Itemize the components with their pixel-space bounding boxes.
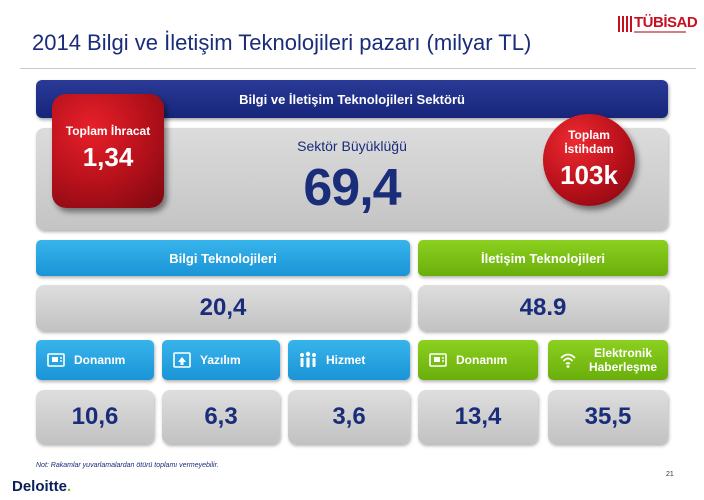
sub-header-comm-hardware: Donanım	[418, 340, 538, 380]
deloitte-logo: Deloitte.	[12, 478, 71, 495]
footnote: Not: Rakamlar yuvarlamalardan ötürü topl…	[36, 462, 219, 469]
sub-value-comm-hardware: 13,4	[418, 390, 538, 444]
software-icon	[172, 350, 192, 370]
total-employment-label: Toplam İstihdam	[564, 128, 614, 156]
hardware-icon	[428, 350, 448, 370]
it-category-header: Bilgi Teknolojileri	[36, 240, 410, 276]
wifi-icon	[558, 350, 578, 370]
hardware-icon	[46, 350, 66, 370]
tubisad-logo-text: TÜBİSAD	[634, 14, 698, 31]
sector-size-label: Sektör Büyüklüğü	[297, 138, 407, 154]
total-export-value: 1,34	[82, 142, 134, 172]
tubisad-logo-icon	[618, 16, 632, 32]
sub-header-it-software: Yazılım	[162, 340, 280, 380]
deloitte-logo-dot: .	[67, 478, 72, 495]
total-employment-value: 103k	[560, 160, 618, 190]
deloitte-logo-text: Deloitte	[12, 478, 68, 495]
page-number: 21	[666, 471, 674, 478]
sub-header-label: Hizmet	[326, 353, 366, 367]
sector-size-value: 69,4	[303, 159, 401, 217]
sub-header-label: Yazılım	[200, 353, 241, 367]
sub-value-it-software: 6,3	[162, 390, 280, 444]
sub-header-comm-electronic: Elektronik Haberleşme	[548, 340, 668, 380]
total-employment-circle: Toplam İstihdam 103k	[543, 114, 635, 206]
sub-header-it-hardware: Donanım	[36, 340, 154, 380]
it-category-value: 20,4	[36, 285, 410, 331]
sub-header-label: Elektronik Haberleşme	[588, 346, 658, 374]
sub-header-label: Donanım	[456, 353, 508, 367]
sub-value-it-services: 3,6	[288, 390, 410, 444]
total-export-label: Toplam İhracat	[65, 124, 151, 138]
title-divider	[20, 68, 696, 69]
tubisad-logo-underline	[634, 31, 686, 33]
sub-value-comm-electronic: 35,5	[548, 390, 668, 444]
page-title: 2014 Bilgi ve İletişim Teknolojileri paz…	[32, 30, 532, 55]
comm-category-header: İletişim Teknolojileri	[418, 240, 668, 276]
comm-category-value: 48.9	[418, 285, 668, 331]
people-icon	[298, 350, 318, 370]
tubisad-logo: TÜBİSAD	[618, 14, 698, 36]
total-export-box: Toplam İhracat 1,34	[52, 94, 164, 208]
sub-value-it-hardware: 10,6	[36, 390, 154, 444]
sub-header-label: Donanım	[74, 353, 126, 367]
sub-header-it-services: Hizmet	[288, 340, 410, 380]
